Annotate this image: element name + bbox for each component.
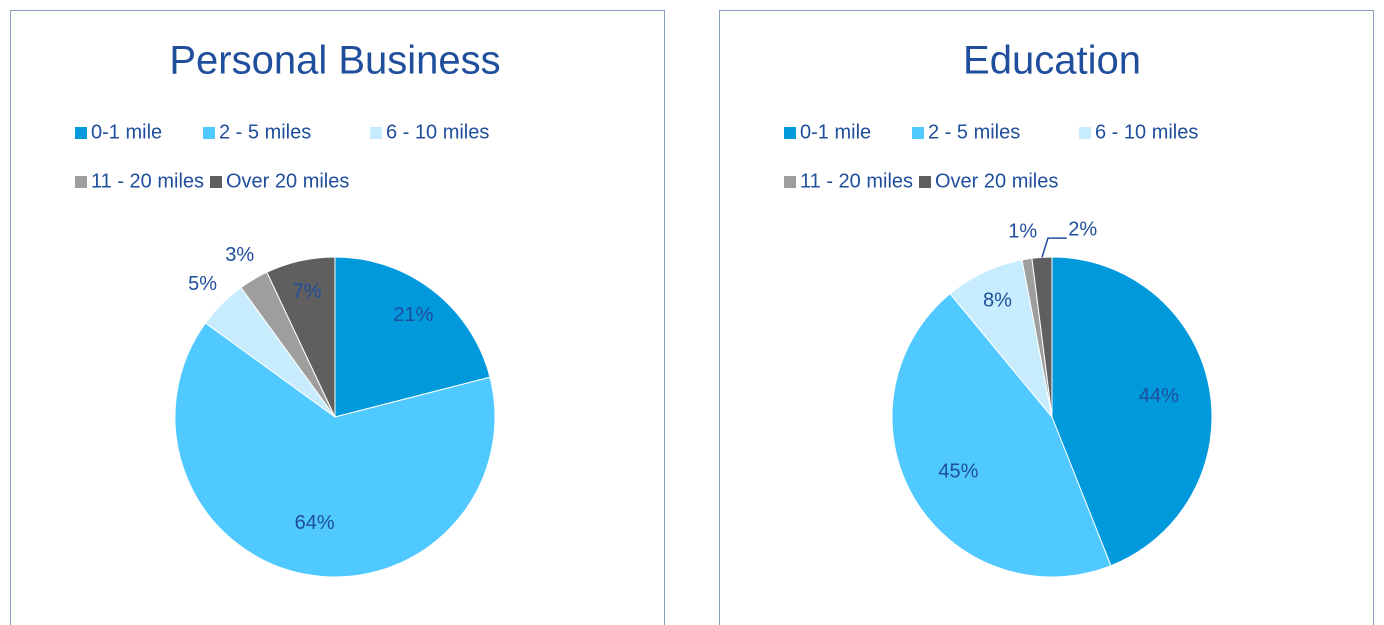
- data-label: 3%: [225, 244, 254, 266]
- data-label: 8%: [983, 289, 1012, 311]
- legend-swatch: [919, 176, 931, 188]
- legend-swatch: [784, 176, 796, 188]
- data-label: 2%: [1068, 218, 1097, 240]
- legend-swatch: [75, 127, 87, 139]
- data-label: 21%: [393, 304, 433, 326]
- legend-label: 11 - 20 miles: [91, 170, 204, 192]
- legend-swatch: [210, 176, 222, 188]
- chart-title: Education: [963, 39, 1141, 83]
- data-label: 5%: [188, 273, 217, 295]
- chart-title: Personal Business: [169, 39, 500, 83]
- legend-label: Over 20 miles: [935, 170, 1058, 192]
- legend-swatch: [912, 127, 924, 139]
- legend-label: 11 - 20 miles: [800, 170, 913, 192]
- legend-label: 2 - 5 miles: [928, 121, 1020, 143]
- legend-label: 0-1 mile: [91, 121, 162, 143]
- legend-label: 2 - 5 miles: [219, 121, 311, 143]
- legend-label: Over 20 miles: [226, 170, 349, 192]
- legend-label: 0-1 mile: [800, 121, 871, 143]
- legend-swatch: [203, 127, 215, 139]
- legend-label: 6 - 10 miles: [1095, 121, 1198, 143]
- data-label: 45%: [938, 461, 978, 483]
- data-label: 7%: [293, 280, 322, 302]
- legend-swatch: [75, 176, 87, 188]
- leader-line: [1041, 237, 1067, 258]
- legend-swatch: [370, 127, 382, 139]
- legend-swatch: [1079, 127, 1091, 139]
- pie-slice: [266, 256, 336, 418]
- legend-label: 6 - 10 miles: [386, 121, 489, 143]
- data-label: 44%: [1139, 385, 1179, 407]
- pie-slice: [174, 322, 496, 578]
- data-label: 1%: [1008, 220, 1037, 242]
- legend-swatch: [784, 127, 796, 139]
- pie-slice: [891, 293, 1112, 578]
- data-label: 64%: [295, 512, 335, 534]
- pie-slice: [1051, 256, 1213, 567]
- pie-slice: [334, 256, 491, 418]
